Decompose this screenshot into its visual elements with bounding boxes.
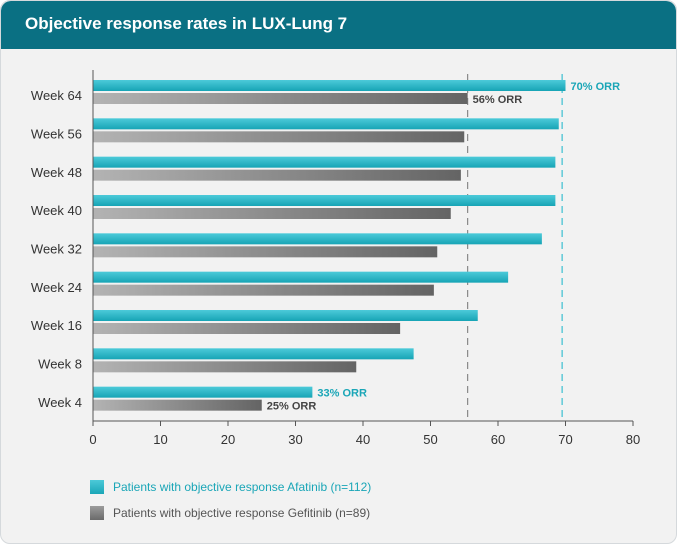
annotation-gefitinib-orr: 56% ORR (473, 94, 523, 106)
category-label: Week 4 (38, 395, 82, 410)
category-label: Week 56 (31, 127, 82, 142)
annotation-afatinib-orr: 33% ORR (317, 388, 367, 400)
legend-label-afatinib: Patients with objective response Afatini… (113, 480, 372, 494)
category-label: Week 16 (31, 318, 82, 333)
bar-afatinib-week-24 (93, 271, 509, 283)
category-label: Week 32 (31, 242, 82, 257)
x-tick-label: 0 (89, 432, 96, 447)
bar-gefitinib-week-64 (93, 93, 468, 104)
x-tick-label: 10 (153, 432, 167, 447)
annotation-afatinib-orr: 70% ORR (571, 81, 621, 93)
x-tick-label: 60 (491, 432, 505, 447)
legend-swatch-gefitinib (90, 506, 104, 520)
bar-gefitinib-week-48 (93, 169, 461, 181)
legend-item-gefitinib: Patients with objective response Gefitin… (90, 506, 370, 520)
card-header: Objective response rates in LUX-Lung 7 (1, 1, 676, 49)
bar-gefitinib-week-4 (93, 399, 262, 411)
x-tick-label: 50 (423, 432, 437, 447)
legend-label-gefitinib: Patients with objective response Gefitin… (113, 506, 371, 520)
bar-afatinib-week-8 (93, 348, 414, 360)
x-tick-label: 70 (558, 432, 572, 447)
bar-gefitinib-week-16 (93, 323, 401, 334)
category-label: Week 48 (31, 165, 82, 180)
bar-afatinib-week-64 (93, 80, 566, 91)
bar-gefitinib-week-8 (93, 361, 357, 373)
category-label: Week 40 (31, 203, 82, 218)
legend-item-afatinib: Patients with objective response Afatini… (90, 480, 371, 494)
bar-gefitinib-week-32 (93, 246, 438, 258)
x-tick-label: 30 (288, 432, 302, 447)
x-tick-label: 20 (221, 432, 235, 447)
x-tick-label: 40 (356, 432, 370, 447)
annotation-gefitinib-orr: 25% ORR (267, 401, 317, 413)
bar-gefitinib-week-40 (93, 208, 451, 219)
category-label: Week 24 (31, 280, 82, 295)
legend-swatch-afatinib (90, 480, 104, 494)
bar-afatinib-week-48 (93, 156, 556, 168)
category-label: Week 8 (38, 357, 82, 372)
bar-afatinib-week-16 (93, 310, 478, 321)
bar-gefitinib-week-24 (93, 284, 434, 296)
bar-afatinib-week-56 (93, 118, 559, 130)
x-tick-label: 80 (626, 432, 640, 447)
bar-afatinib-week-40 (93, 195, 556, 206)
bar-gefitinib-week-56 (93, 131, 465, 143)
bar-afatinib-week-32 (93, 233, 542, 245)
bar-afatinib-week-4 (93, 386, 313, 398)
category-label: Week 64 (31, 88, 82, 103)
chart-title: Objective response rates in LUX-Lung 7 (25, 14, 348, 33)
